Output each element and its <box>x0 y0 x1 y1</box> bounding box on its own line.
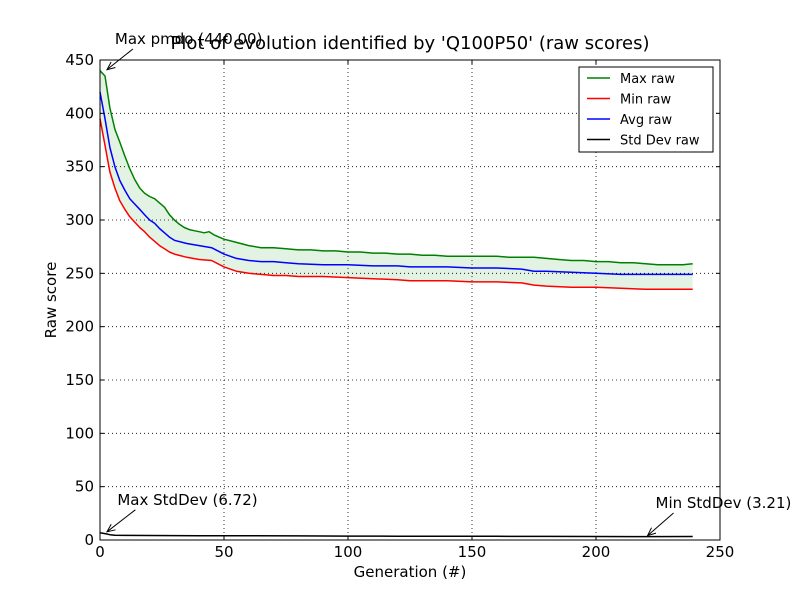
annotations-group: Max pmdo (440.00) Max StdDev (6.72) Min St… <box>106 30 792 537</box>
series-line-min-raw <box>99 118 693 291</box>
legend-label-std-dev-raw: Std Dev raw <box>620 134 700 149</box>
series-line-avg-raw <box>99 91 693 276</box>
legend-box <box>578 66 714 153</box>
annotation-arrowhead <box>106 523 116 533</box>
annotation-arrow <box>647 512 674 536</box>
y-tick-label: 400 <box>65 104 94 122</box>
x-tick-label: 150 <box>458 543 487 561</box>
plot-frame <box>99 59 721 541</box>
y-tick-label: 50 <box>75 478 94 496</box>
y-tick-label: 100 <box>65 424 94 442</box>
annotation-label: Max StdDev (6.72) <box>117 491 257 509</box>
legend-label-min-raw: Min raw <box>620 93 672 108</box>
fill-between-area <box>100 70 693 290</box>
annotation-label: Min StdDev (3.21) <box>656 494 792 512</box>
x-axis-label: Generation (#) <box>354 563 467 581</box>
x-tick-label: 100 <box>334 543 363 561</box>
y-tick-label: 300 <box>65 211 94 229</box>
legend: Max raw Min raw Avg raw Std Dev raw <box>578 66 714 153</box>
y-tick-label: 0 <box>84 531 94 549</box>
x-tick-label: 0 <box>95 543 105 561</box>
series-line-std-dev-raw <box>99 532 693 538</box>
annotation-arrow <box>106 509 136 533</box>
x-tick-label: 250 <box>706 543 735 561</box>
y-tick-label: 450 <box>65 51 94 69</box>
x-tick-label: 50 <box>214 543 233 561</box>
y-tick-label: 150 <box>65 371 94 389</box>
legend-label-avg-raw: Avg raw <box>620 113 673 128</box>
y-tick-label: 200 <box>65 318 94 336</box>
annotation-label: Max pmdo (440.00) <box>115 30 263 48</box>
annotation-arrowhead <box>646 527 657 537</box>
fill-between-group <box>100 70 693 290</box>
annotation-arrowhead <box>106 61 116 71</box>
chart-title: Plot of evolution identified by 'Q100P50… <box>171 33 650 54</box>
x-tick-label: 200 <box>582 543 611 561</box>
series-group <box>99 70 693 538</box>
series-line-max-raw <box>99 70 693 266</box>
axis-ticks: 0 50 100 150 200 250 0 50 100 150 200 250 300 350 400 4… <box>65 51 734 561</box>
y-tick-label: 250 <box>65 264 94 282</box>
legend-label-max-raw: Max raw <box>620 72 675 87</box>
y-axis-label: Raw score <box>42 262 60 339</box>
annotation-arrow <box>106 48 134 71</box>
y-tick-label: 350 <box>65 158 94 176</box>
